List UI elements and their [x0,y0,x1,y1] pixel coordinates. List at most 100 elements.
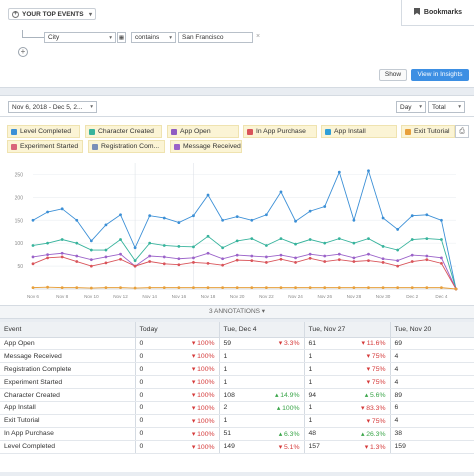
data-point [323,205,327,208]
bookmarks-tab[interactable]: Bookmarks [401,0,474,26]
data-point [337,170,341,174]
column-header-nov27[interactable]: Tue, Nov 27 [304,322,391,338]
data-point [31,218,35,222]
legend-item[interactable]: App Open [167,125,239,138]
filter-operator-select[interactable]: contains ▾ [131,32,176,43]
legend-checkbox-icon [171,128,177,135]
data-point [367,237,370,240]
row-nov20-value: 89 [389,388,474,402]
x-tick-label: Nov 8 [56,294,68,299]
data-point [133,264,137,268]
data-point [337,252,341,256]
legend-item[interactable]: Registration Com... [88,140,165,153]
data-point [46,256,49,260]
date-range-select[interactable]: Nov 6, 2018 - Dec 5, 2... ▾ [8,101,97,113]
aggregation-value: Total [432,103,446,111]
bookmarks-label: Bookmarks [423,9,463,16]
row-nov27-change: ▾ 83.3% [352,401,391,415]
date-range-value: Nov 6, 2018 - Dec 5, 2... [12,103,83,111]
data-point [410,238,414,241]
legend-item[interactable]: In App Purchase [243,125,317,138]
row-dec4-value: 1 [218,375,267,390]
row-nov27-value: 1 [303,362,353,377]
legend-checkbox-icon [89,128,95,135]
legend-label: In App Purchase [256,128,306,135]
data-point [323,286,327,290]
row-nov20-value: 4 [389,362,474,377]
data-point [148,214,152,218]
row-dec4-value: 59 [218,337,267,351]
annotations-toggle[interactable]: 3 ANNOTATIONS ▾ [0,305,474,319]
filter-operator-value: contains [135,34,160,41]
row-today-change: ▾ 100% [184,375,220,390]
data-point [264,213,268,217]
filter-value-text: San Francisco [182,34,224,41]
row-today-value: 0 [134,414,184,428]
legend-item[interactable]: Exit Tutorial [401,125,455,138]
filter-value-input[interactable]: San Francisco [178,32,253,43]
aggregation-select[interactable]: Total ▾ [428,101,465,113]
data-point [425,213,429,217]
add-filter-button[interactable]: + [18,47,28,57]
series-line [32,169,457,290]
view-in-insights-button[interactable]: View in Insights [411,69,469,81]
legend-item[interactable]: Character Created [85,125,162,138]
row-dec4-change: ▴ 100% [266,401,305,415]
legend-item[interactable]: Message Received [170,140,242,153]
data-point [367,286,370,290]
chart-panel: Level Completed Character Created App Open… [0,117,474,305]
legend-item[interactable]: Level Completed [7,125,80,138]
row-nov20-value: 6 [389,401,474,415]
data-point [31,244,35,247]
legend-item[interactable]: App Install [321,125,397,138]
data-point [46,253,49,257]
data-point [425,254,429,258]
data-point [294,256,297,260]
show-button[interactable]: Show [379,69,407,81]
data-point [294,261,297,264]
series-line [32,252,457,290]
column-header-today[interactable]: Today [135,322,220,338]
column-header-nov20[interactable]: Tue, Nov 20 [390,322,474,338]
row-nov27-change: ▾ 75% [352,375,391,390]
table-row: Exit Tutorial 0 ▾ 100% 1 1 ▾ 75% 4 [0,414,474,428]
row-today-change: ▾ 100% [184,440,220,454]
row-dec4-change: ▾ 3.3% [266,337,305,351]
data-point [177,263,181,267]
granularity-select[interactable]: Day ▾ [396,101,426,113]
export-icon[interactable]: ⎙ [455,125,469,138]
date-controls-bar: Nov 6, 2018 - Dec 5, 2... ▾ Day ▾ Total … [0,95,474,117]
data-point [337,258,341,262]
data-point [264,261,268,264]
legend-label: Level Completed [20,128,72,135]
top-events-dropdown[interactable]: + YOUR TOP EVENTS ▾ [8,8,96,20]
column-header-dec4[interactable]: Tue, Dec 4 [219,322,305,338]
remove-filter-icon[interactable]: × [256,33,261,40]
row-event-name: App Open [0,337,135,351]
table-row: Character Created 0 ▾ 100% 108 ▴ 14.9% 94 ▴ 5.… [0,388,474,402]
data-point [206,261,210,265]
filter-type-button[interactable]: ▦ [117,32,126,43]
data-point [31,255,35,259]
events-table: Event Today Tue, Dec 4 Tue, Nov 27 Tue, … [0,322,474,454]
row-nov27-change: ▾ 11.6% [352,337,391,351]
data-point [221,257,225,261]
line-chart: 50 100 150 200 250 Nov 6 Nov 8 Nov 10 Nov 12 Nov … [15,163,458,299]
legend-label: Registration Com... [101,143,160,150]
legend-checkbox-icon [92,143,98,150]
data-point [133,286,137,290]
legend-label: Experiment Started [20,143,79,150]
filter-property-select[interactable]: City ▾ [44,32,116,43]
data-point [46,285,49,289]
x-tick-label: Nov 30 [376,294,391,299]
legend-item[interactable]: Experiment Started [7,140,83,153]
data-point [352,241,356,245]
legend-label: App Open [180,128,211,135]
data-point [133,246,137,250]
row-today-change: ▾ 100% [184,388,220,402]
bookmark-icon [413,8,420,17]
row-dec4-change [266,349,305,364]
legend-label: Message Received [183,143,241,150]
data-point [75,260,79,263]
table-header-row: Event Today Tue, Dec 4 Tue, Nov 27 Tue, … [0,322,474,338]
